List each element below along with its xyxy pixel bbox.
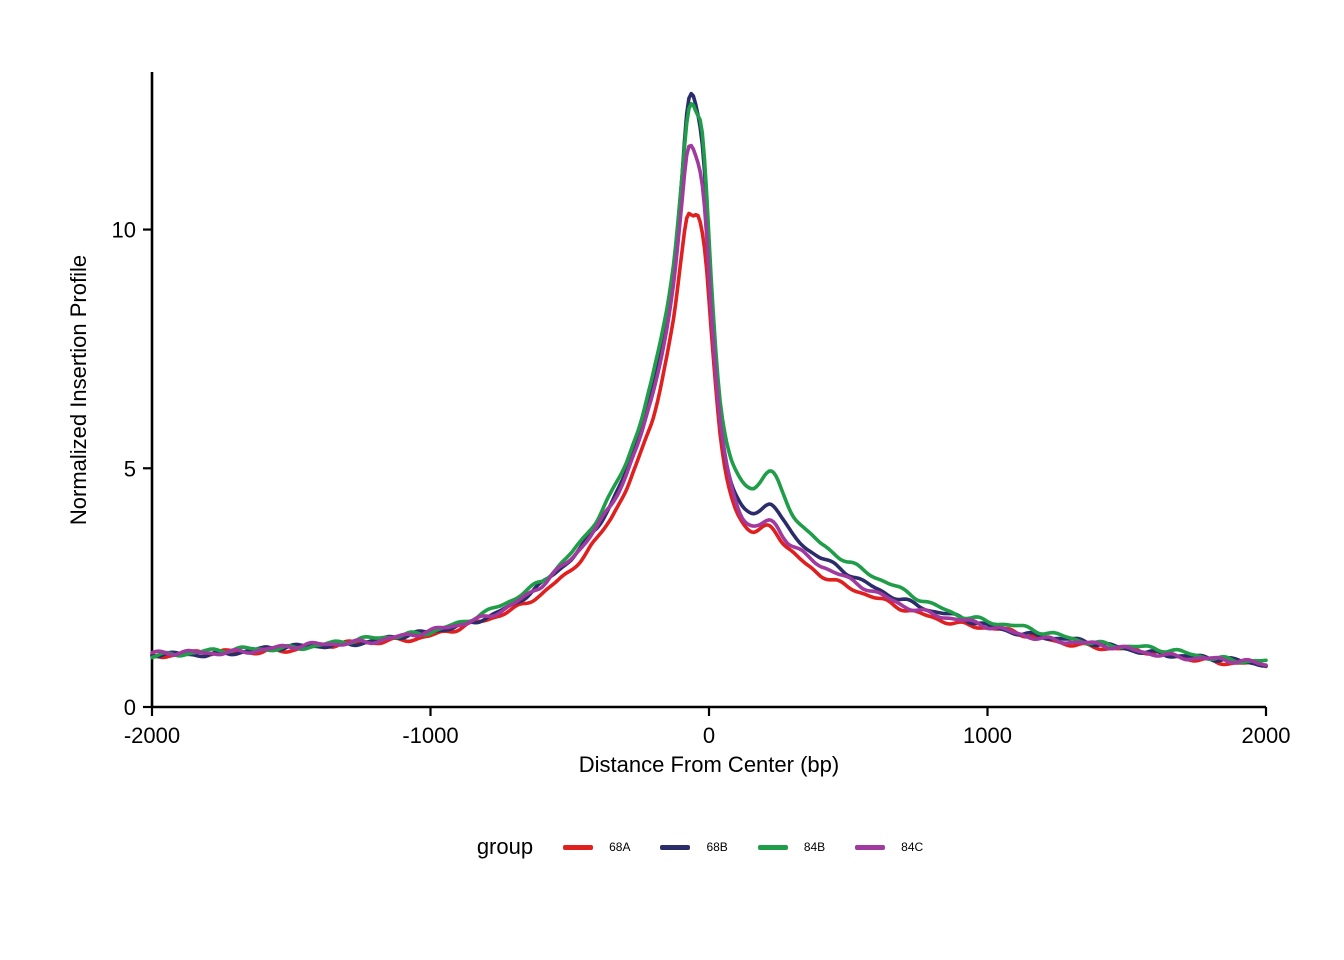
legend-item-68A: 68A — [563, 840, 630, 854]
x-axis-ticks: -2000 -1000 0 1000 2000 — [124, 707, 1291, 748]
legend-label-68B: 68B — [706, 840, 728, 854]
series-lines — [150, 91, 1268, 669]
legend-swatch-84C — [855, 844, 886, 850]
line-chart: 0 5 10 -2000 -1000 0 1000 2000 Distance From C… — [66, 72, 1291, 777]
series-line-68B — [150, 91, 1268, 668]
legend-swatch-68B — [660, 844, 691, 850]
legend-title: group — [476, 834, 534, 859]
x-tick-label: 0 — [703, 723, 715, 748]
legend-item-84C: 84C — [855, 840, 923, 854]
x-tick-label: 1000 — [963, 723, 1012, 748]
x-tick-label: 2000 — [1242, 723, 1291, 748]
legend-swatch-68A — [563, 844, 594, 850]
y-tick-label: 10 — [112, 218, 136, 243]
legend-item-68B: 68B — [660, 840, 728, 854]
x-axis-title: Distance From Center (bp) — [579, 752, 839, 777]
legend: group 68A 68B 84B 84C — [0, 834, 1344, 860]
series-line-84C — [150, 143, 1268, 667]
y-tick-label: 0 — [124, 695, 136, 720]
legend-label-84C: 84C — [901, 840, 924, 854]
y-tick-label: 5 — [124, 456, 136, 481]
x-tick-label: -1000 — [402, 723, 458, 748]
y-axis-title: Normalized Insertion Profile — [66, 255, 91, 525]
legend-label-68A: 68A — [609, 840, 631, 854]
legend-label-84B: 84B — [803, 840, 826, 854]
x-tick-label: -2000 — [124, 723, 180, 748]
legend-swatch-84B — [757, 844, 788, 850]
legend-item-84B: 84B — [757, 840, 826, 854]
y-axis-ticks: 0 5 10 — [112, 218, 152, 720]
series-line-84B — [150, 101, 1268, 665]
